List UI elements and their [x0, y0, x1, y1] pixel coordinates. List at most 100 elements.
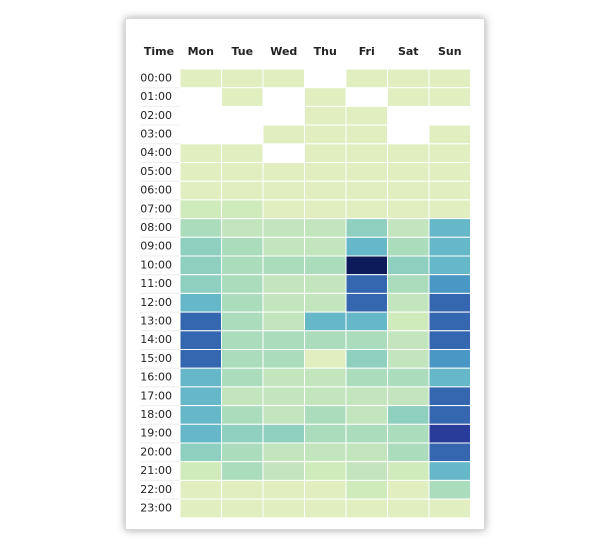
cell — [179, 218, 222, 238]
cell — [428, 87, 471, 107]
cell — [387, 442, 430, 463]
cell — [428, 330, 471, 350]
row-label: 07:00 — [140, 202, 172, 215]
cell — [387, 255, 430, 276]
cell — [179, 162, 222, 182]
cell — [304, 330, 347, 350]
cell — [304, 218, 347, 238]
cell — [387, 180, 430, 201]
cell — [304, 274, 347, 294]
cell — [345, 236, 388, 257]
cell — [428, 236, 471, 257]
cell — [304, 105, 347, 126]
cell — [262, 162, 305, 182]
cell — [304, 236, 347, 257]
cell — [304, 255, 347, 276]
row-label: 04:00 — [140, 146, 172, 159]
cell — [345, 199, 388, 220]
cell — [221, 143, 264, 164]
cell — [304, 124, 347, 145]
cell — [179, 461, 222, 481]
cell — [179, 479, 222, 500]
cell — [428, 461, 471, 481]
cell — [428, 498, 471, 519]
cell — [428, 199, 471, 220]
cell — [345, 423, 388, 444]
cell — [304, 367, 347, 388]
cell — [345, 124, 388, 145]
row-label: 20:00 — [140, 445, 172, 458]
cell — [221, 349, 264, 369]
cell — [428, 386, 471, 407]
cell — [262, 498, 305, 519]
cell — [345, 461, 388, 481]
cell — [387, 274, 430, 294]
cell — [428, 479, 471, 500]
cell — [345, 180, 388, 201]
cell — [345, 292, 388, 313]
cell — [345, 68, 388, 89]
cell — [221, 218, 264, 238]
cell — [262, 386, 305, 407]
cell — [262, 68, 305, 89]
cell — [179, 386, 222, 407]
cell — [387, 87, 430, 107]
cell — [221, 405, 264, 425]
cell — [304, 143, 347, 164]
cell — [345, 218, 388, 238]
cell — [179, 442, 222, 463]
cell — [428, 292, 471, 313]
cell — [345, 105, 388, 126]
cell — [428, 124, 471, 145]
cell — [304, 180, 347, 201]
column-header: Tue — [231, 45, 253, 58]
cell — [221, 255, 264, 276]
cell — [221, 367, 264, 388]
cell — [262, 442, 305, 463]
cell — [304, 498, 347, 519]
cell — [262, 236, 305, 257]
cell — [345, 442, 388, 463]
cell — [221, 479, 264, 500]
cell — [387, 498, 430, 519]
cell — [304, 423, 347, 444]
row-label: 18:00 — [140, 408, 172, 421]
cell — [304, 199, 347, 220]
cell — [387, 386, 430, 407]
row-label: 10:00 — [140, 258, 172, 271]
cell — [304, 162, 347, 182]
cell — [262, 199, 305, 220]
cell — [262, 218, 305, 238]
cell — [304, 442, 347, 463]
cell — [179, 255, 222, 276]
cell — [304, 311, 347, 332]
row-label: 08:00 — [140, 221, 172, 234]
cell — [387, 199, 430, 220]
cell — [262, 330, 305, 350]
cell — [345, 274, 388, 294]
column-header: Thu — [314, 45, 337, 58]
row-label: 02:00 — [140, 109, 172, 122]
cell — [262, 180, 305, 201]
cell — [387, 311, 430, 332]
cell — [345, 498, 388, 519]
row-header: Time — [144, 45, 174, 58]
cell — [262, 461, 305, 481]
cell — [304, 87, 347, 107]
cell — [387, 405, 430, 425]
column-header: Wed — [270, 45, 297, 58]
row-label: 17:00 — [140, 389, 172, 402]
row-label: 19:00 — [140, 427, 172, 440]
cell — [304, 386, 347, 407]
cell — [179, 367, 222, 388]
cell — [428, 367, 471, 388]
cell — [345, 349, 388, 369]
cell — [179, 498, 222, 519]
row-label: 00:00 — [140, 71, 172, 84]
column-header: Mon — [188, 45, 214, 58]
cell — [179, 349, 222, 369]
cell — [428, 143, 471, 164]
cell — [179, 199, 222, 220]
cell — [262, 423, 305, 444]
row-label: 23:00 — [140, 501, 172, 514]
